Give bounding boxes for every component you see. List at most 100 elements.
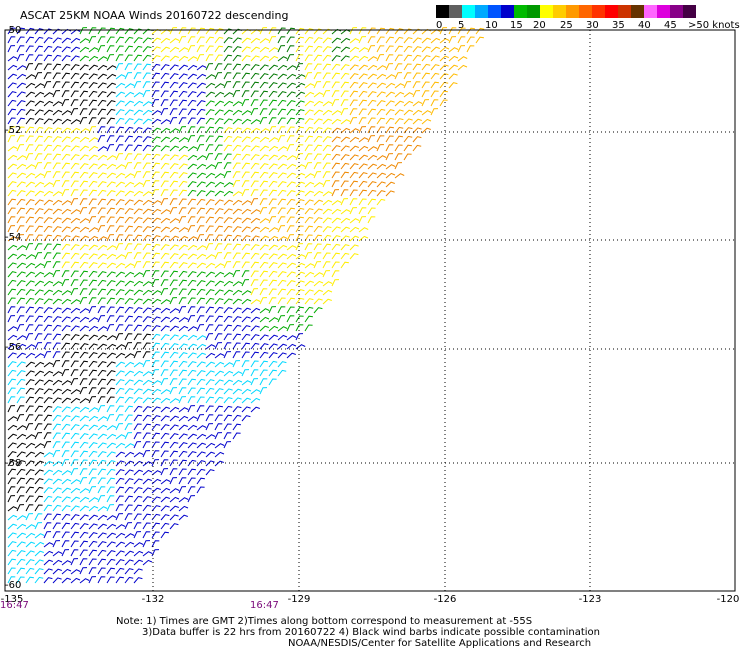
wind-barb: [394, 36, 404, 44]
wind-barb: [367, 198, 376, 206]
wind-barb: [43, 54, 52, 62]
wind-barb: [250, 279, 259, 287]
wind-barb: [16, 297, 25, 305]
wind-barb: [106, 414, 115, 422]
wind-barb: [115, 243, 124, 251]
wind-barb: [259, 73, 269, 80]
wind-barb: [106, 91, 116, 98]
wind-barb: [142, 342, 151, 350]
note-line-2: 3)Data buffer is 22 hrs from 20160722 4)…: [142, 627, 600, 638]
wind-barb: [304, 263, 315, 269]
colorbar-segment: [618, 5, 631, 18]
wind-barb: [88, 325, 99, 332]
wind-barb: [223, 92, 234, 98]
wind-barb: [115, 74, 126, 80]
wind-barb: [403, 109, 413, 116]
wind-barb: [421, 90, 430, 98]
wind-barb: [322, 298, 332, 305]
wind-barb: [61, 208, 72, 215]
wind-barb: [187, 396, 196, 404]
wind-barb: [178, 117, 187, 125]
wind-barb: [448, 36, 457, 44]
wind-barb: [169, 450, 178, 458]
wind-barb: [295, 135, 304, 143]
wind-barb: [61, 243, 71, 251]
wind-barb: [43, 127, 53, 134]
wind-barb: [124, 443, 135, 449]
wind-barb: [376, 45, 385, 53]
wind-barb: [133, 289, 143, 296]
wind-barb: [79, 308, 90, 314]
wind-barb: [124, 199, 134, 206]
wind-barb: [133, 351, 142, 359]
wind-barb: [169, 27, 178, 35]
wind-barb: [286, 135, 295, 143]
wind-barb: [223, 182, 234, 188]
wind-barb: [286, 306, 295, 314]
wind-barb: [52, 127, 62, 134]
wind-barb: [7, 343, 17, 350]
wind-barb: [250, 162, 260, 170]
wind-barb: [223, 234, 232, 242]
wind-barb: [205, 54, 214, 62]
wind-barb: [97, 451, 107, 458]
wind-barb: [142, 252, 151, 260]
wind-barb: [79, 433, 89, 440]
wind-barb: [70, 72, 80, 80]
wind-barb: [106, 468, 116, 476]
wind-barb: [448, 55, 459, 62]
wind-barb: [34, 225, 43, 233]
wind-barb: [88, 317, 99, 323]
wind-barb: [70, 46, 80, 53]
wind-barb: [115, 315, 124, 323]
wind-barb: [7, 99, 17, 107]
time-label: 16:47: [0, 600, 29, 611]
wind-barb: [97, 279, 107, 287]
wind-barb: [88, 55, 99, 62]
wind-barb: [340, 171, 349, 179]
wind-barb: [394, 144, 403, 152]
wind-barb: [430, 72, 440, 80]
wind-barb: [277, 27, 286, 35]
wind-barb: [88, 180, 98, 188]
wind-barb: [259, 81, 269, 89]
wind-barb: [178, 288, 187, 296]
wind-barb: [34, 486, 44, 494]
wind-barb: [250, 46, 260, 53]
wind-barb: [97, 271, 107, 278]
wind-barb: [205, 153, 214, 161]
wind-barb: [16, 181, 26, 188]
wind-barb: [124, 216, 134, 224]
wind-barb: [106, 306, 115, 314]
wind-barb: [286, 36, 295, 44]
wind-barb: [16, 108, 26, 116]
wind-barb: [304, 271, 315, 278]
wind-barb: [52, 397, 62, 404]
wind-barb: [133, 162, 142, 170]
wind-barb: [43, 37, 53, 44]
wind-barb: [88, 163, 98, 170]
wind-barb: [133, 577, 143, 584]
wind-barb: [79, 163, 89, 170]
wind-barb: [70, 37, 81, 44]
wind-barb: [115, 207, 125, 215]
colorbar-label: 5: [458, 20, 465, 31]
wind-barb: [7, 45, 16, 53]
wind-barb: [178, 55, 189, 62]
wind-barb: [79, 117, 88, 125]
wind-barb: [124, 533, 135, 539]
wind-barb: [43, 542, 54, 548]
wind-barb: [34, 199, 44, 206]
wind-barb: [277, 91, 287, 98]
wind-barb: [169, 316, 180, 323]
wind-barb: [196, 36, 205, 44]
wind-barb: [241, 316, 251, 323]
wind-barb: [295, 91, 305, 98]
wind-barb: [331, 200, 342, 206]
wind-barb: [340, 154, 350, 161]
colorbar-label: 35: [612, 20, 625, 31]
wind-barb: [70, 288, 79, 296]
wind-barb: [187, 135, 196, 143]
wind-barb: [70, 505, 80, 512]
wind-barb: [313, 190, 324, 197]
